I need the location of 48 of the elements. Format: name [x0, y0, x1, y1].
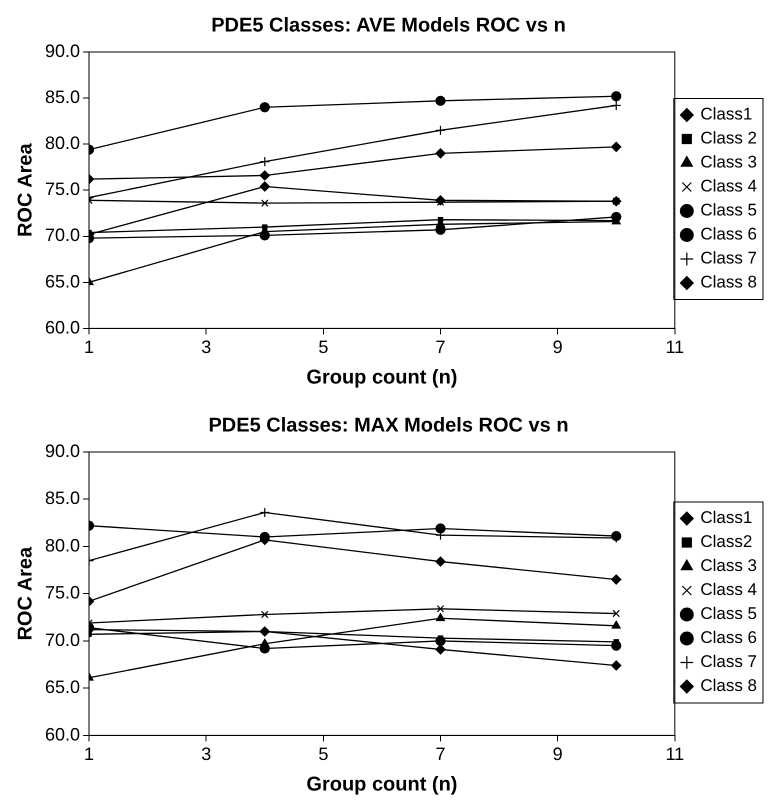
y-tick-label: 75.0 [44, 582, 80, 603]
y-axis-title: ROC Area [14, 546, 37, 641]
y-tick-label: 65.0 [44, 677, 80, 698]
legend-label: Class 6 [700, 224, 757, 244]
x-tick-label: 11 [665, 744, 684, 764]
x-tick-label: 1 [84, 744, 94, 764]
legend-label: Class 5 [700, 604, 757, 624]
x-tick-label: 1 [84, 337, 94, 358]
y-tick-label: 60.0 [44, 724, 80, 744]
legend-label: Class1 [700, 508, 752, 528]
x-tick-label: 3 [201, 337, 212, 358]
legend-label: Class 8 [700, 676, 757, 696]
chart-title: PDE5 Classes: MAX Models ROC vs n [208, 414, 569, 437]
legend-label: Class 7 [700, 248, 757, 268]
x-tick-label: 7 [435, 337, 446, 358]
x-tick-label: 7 [435, 744, 446, 764]
y-tick-label: 60.0 [44, 317, 80, 338]
x-axis-title: Group count (n) [306, 366, 458, 389]
legend-label: Class 2 [700, 128, 757, 148]
y-tick-label: 70.0 [44, 630, 80, 650]
x-tick-label: 5 [318, 337, 328, 358]
x-tick-label: 11 [665, 337, 684, 358]
legend-label: Class2 [700, 532, 752, 552]
y-axis-title: ROC Area [14, 142, 37, 238]
legend-label: Class 8 [700, 272, 757, 292]
legend-label: Class 3 [700, 556, 757, 576]
x-tick-label: 9 [552, 337, 563, 358]
y-tick-label: 70.0 [44, 225, 80, 246]
y-tick-label: 80.0 [44, 535, 80, 556]
legend-label: Class 3 [700, 152, 757, 172]
legend-label: Class1 [700, 104, 752, 124]
x-tick-label: 9 [552, 744, 563, 764]
x-tick-label: 5 [318, 744, 328, 764]
chart-title: PDE5 Classes: AVE Models ROC vs n [211, 14, 566, 37]
y-tick-label: 65.0 [44, 271, 80, 292]
legend-label: Class 4 [700, 176, 757, 196]
y-tick-label: 85.0 [44, 488, 80, 508]
legend-label: Class 6 [700, 628, 757, 648]
legend-label: Class 5 [700, 200, 757, 220]
legend-label: Class 4 [700, 580, 757, 600]
y-tick-label: 75.0 [44, 179, 80, 200]
y-tick-label: 80.0 [44, 133, 80, 154]
legend-label: Class 7 [700, 652, 757, 672]
y-tick-label: 90.0 [44, 440, 80, 461]
x-tick-label: 3 [201, 744, 212, 764]
y-tick-label: 90.0 [44, 40, 80, 61]
y-tick-label: 85.0 [44, 87, 80, 108]
x-axis-title: Group count (n) [306, 774, 458, 796]
